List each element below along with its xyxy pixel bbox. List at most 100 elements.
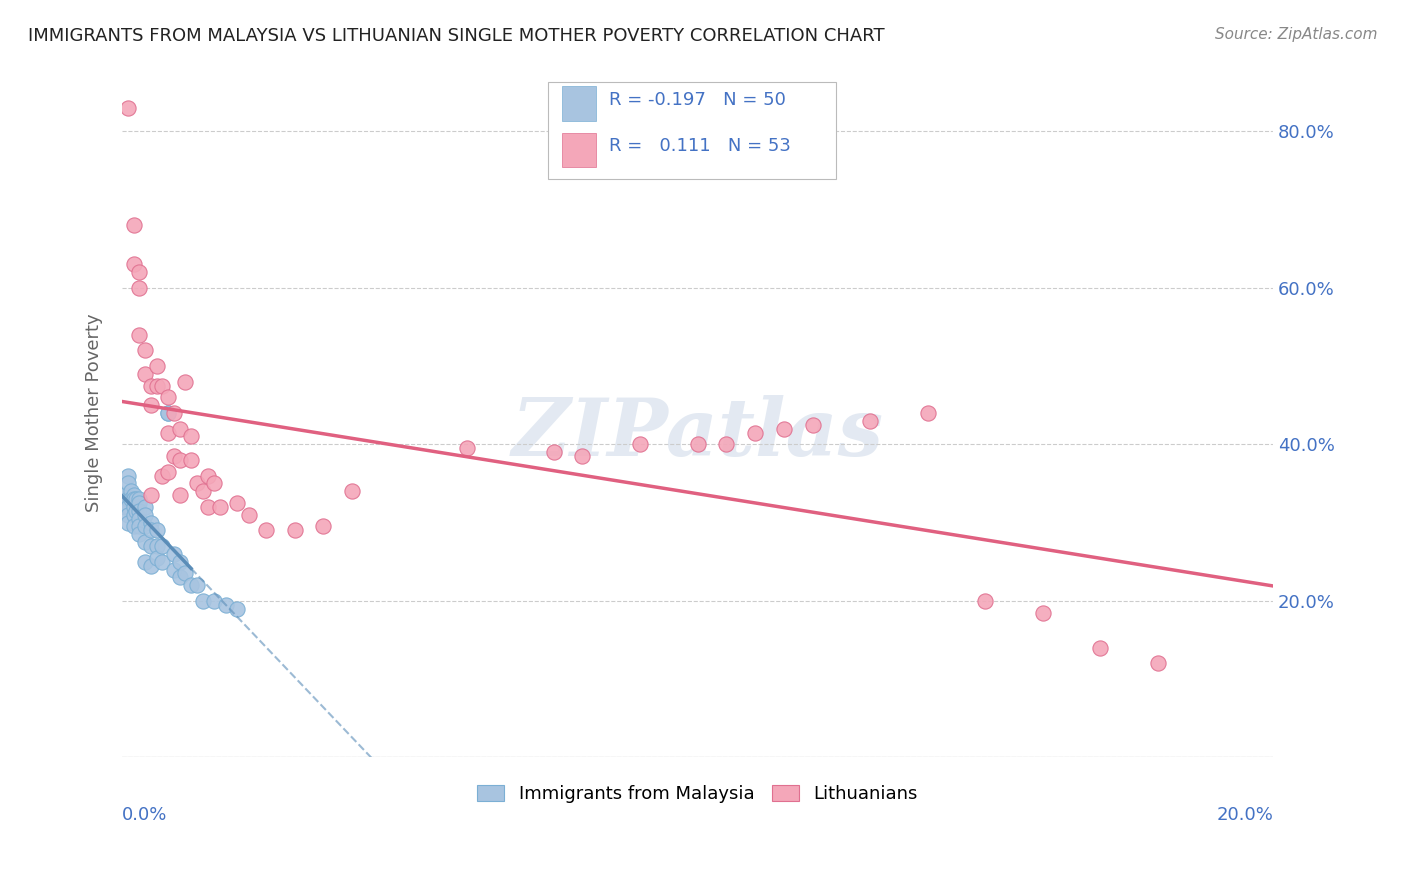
Point xyxy=(117,508,139,522)
Point xyxy=(128,504,150,518)
Point xyxy=(128,327,150,342)
Point xyxy=(157,390,180,404)
Point xyxy=(145,378,167,392)
Point xyxy=(139,488,162,502)
Point xyxy=(125,491,148,506)
Point xyxy=(191,484,214,499)
Point xyxy=(157,425,180,440)
Point xyxy=(456,441,478,455)
Point xyxy=(628,437,651,451)
Point xyxy=(744,425,766,440)
FancyBboxPatch shape xyxy=(562,87,596,121)
Point xyxy=(150,555,173,569)
Point xyxy=(214,598,236,612)
Point xyxy=(139,539,162,553)
Point xyxy=(120,491,142,506)
Point xyxy=(1147,657,1170,671)
Point xyxy=(139,524,162,538)
Point xyxy=(117,516,139,530)
Point xyxy=(128,496,150,510)
Point xyxy=(169,555,191,569)
Point xyxy=(186,476,208,491)
Point xyxy=(163,449,186,463)
Legend: Immigrants from Malaysia, Lithuanians: Immigrants from Malaysia, Lithuanians xyxy=(470,778,925,810)
FancyBboxPatch shape xyxy=(548,82,835,178)
Text: R = -0.197   N = 50: R = -0.197 N = 50 xyxy=(609,91,786,109)
Point xyxy=(254,524,277,538)
Point xyxy=(163,547,186,561)
Point xyxy=(202,476,225,491)
Point xyxy=(191,594,214,608)
Point xyxy=(114,500,136,514)
Point xyxy=(122,488,145,502)
Point xyxy=(157,406,180,420)
Point xyxy=(571,449,593,463)
Text: 20.0%: 20.0% xyxy=(1216,805,1272,823)
Point xyxy=(128,527,150,541)
Point xyxy=(1090,640,1112,655)
Point xyxy=(114,488,136,502)
Point xyxy=(145,539,167,553)
Point xyxy=(128,265,150,279)
Point xyxy=(180,453,202,467)
Point xyxy=(1032,606,1054,620)
Point xyxy=(134,519,156,533)
Point xyxy=(122,257,145,271)
Point xyxy=(139,516,162,530)
Point xyxy=(125,504,148,518)
Point xyxy=(197,500,219,514)
Point xyxy=(180,578,202,592)
Point xyxy=(122,519,145,533)
Point xyxy=(226,601,249,615)
Point xyxy=(128,519,150,533)
Point xyxy=(128,511,150,525)
Text: IMMIGRANTS FROM MALAYSIA VS LITHUANIAN SINGLE MOTHER POVERTY CORRELATION CHART: IMMIGRANTS FROM MALAYSIA VS LITHUANIAN S… xyxy=(28,27,884,45)
Point xyxy=(120,484,142,499)
Point xyxy=(202,594,225,608)
Point xyxy=(342,484,364,499)
Point xyxy=(284,524,307,538)
Point xyxy=(169,488,191,502)
Point xyxy=(134,535,156,549)
Point xyxy=(134,343,156,358)
Point xyxy=(312,519,335,533)
Point xyxy=(169,422,191,436)
Point xyxy=(117,491,139,506)
Point xyxy=(117,468,139,483)
Point xyxy=(139,378,162,392)
Point xyxy=(686,437,709,451)
Text: 0.0%: 0.0% xyxy=(122,805,167,823)
Y-axis label: Single Mother Poverty: Single Mother Poverty xyxy=(86,314,103,512)
Point xyxy=(117,101,139,115)
Point xyxy=(163,562,186,576)
Point xyxy=(134,500,156,514)
Text: R =   0.111   N = 53: R = 0.111 N = 53 xyxy=(609,137,790,155)
Point xyxy=(150,539,173,553)
Point xyxy=(174,566,197,581)
Point xyxy=(122,218,145,232)
Point xyxy=(801,417,824,432)
Point xyxy=(150,378,173,392)
Point xyxy=(238,508,260,522)
Point xyxy=(186,578,208,592)
Point xyxy=(174,375,197,389)
Point xyxy=(122,491,145,506)
FancyBboxPatch shape xyxy=(562,133,596,167)
Point xyxy=(543,445,565,459)
Point xyxy=(917,406,939,420)
Point xyxy=(180,429,202,443)
Point xyxy=(208,500,231,514)
Point xyxy=(226,496,249,510)
Point xyxy=(169,453,191,467)
Point xyxy=(716,437,738,451)
Point xyxy=(197,468,219,483)
Point xyxy=(974,594,997,608)
Point xyxy=(157,406,180,420)
Point xyxy=(145,359,167,373)
Point xyxy=(145,524,167,538)
Text: ZIPatlas: ZIPatlas xyxy=(512,395,883,473)
Point xyxy=(134,367,156,381)
Point xyxy=(163,406,186,420)
Point xyxy=(157,465,180,479)
Point xyxy=(139,398,162,412)
